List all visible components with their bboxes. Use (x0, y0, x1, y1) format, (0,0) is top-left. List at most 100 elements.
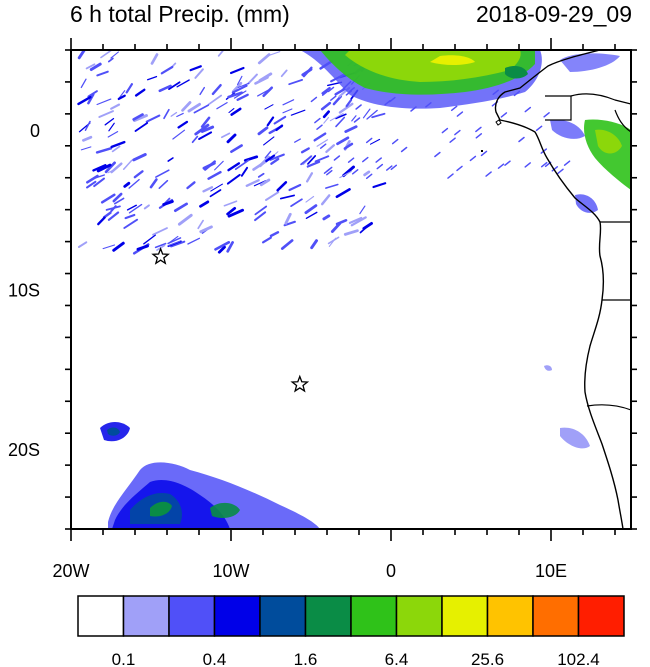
precip-streak (96, 98, 112, 106)
precip-streak (110, 103, 121, 110)
precip-streak (107, 131, 119, 138)
precip-streak (77, 241, 88, 248)
precip-streak (132, 153, 147, 162)
precip-streak (92, 164, 107, 172)
precip-streak (226, 241, 234, 253)
precip-streak (231, 84, 248, 94)
precip-streak (563, 160, 571, 166)
precip-streak (320, 101, 332, 111)
precip-streak (167, 237, 182, 245)
precip-streak (434, 151, 441, 158)
precip-streak (480, 150, 488, 157)
precip-itcz-north (300, 50, 631, 213)
precip-streak (247, 73, 258, 85)
precip-streak (216, 101, 228, 110)
precip-streak (262, 86, 274, 98)
precip-streak (217, 245, 226, 254)
precip-streak (145, 114, 161, 123)
x-axis-label: 10W (212, 561, 249, 581)
precip-streak (86, 180, 97, 189)
precip-streak (197, 219, 204, 230)
precip-streak (332, 95, 343, 106)
precip-streak (348, 216, 363, 224)
precip-streak (243, 155, 259, 162)
precip-streak (236, 93, 249, 101)
precip-streak (128, 203, 143, 214)
precip-streak (117, 94, 126, 101)
precip-streak (107, 57, 114, 63)
precip-streak (89, 62, 102, 71)
precip-streak (450, 105, 458, 112)
precip-streak (322, 110, 330, 119)
precip-streak (365, 137, 373, 144)
precip-streak (535, 125, 543, 132)
precip-streak (485, 171, 492, 177)
precip-streak (264, 104, 274, 110)
precip-streak (160, 65, 174, 75)
x-axis-label: 0 (386, 561, 396, 581)
precip-streak (254, 211, 267, 222)
precip-streak (229, 66, 245, 75)
colorbar-bin (395, 595, 443, 637)
precip-streak (456, 111, 464, 117)
precip-streak (449, 137, 456, 143)
precip-streak (284, 212, 292, 225)
precip-streak (200, 116, 211, 128)
precip-streak (112, 241, 125, 252)
colorbar-label: 0.4 (203, 650, 227, 667)
precip-streak (202, 161, 216, 170)
precip-streak (543, 112, 550, 118)
precip-streak (254, 205, 268, 216)
precip-streak (257, 53, 271, 65)
precip-streak (167, 157, 174, 162)
precip-streak (168, 81, 181, 90)
precip-streak (110, 162, 123, 174)
precip-streak (194, 68, 204, 79)
precip-streak (84, 120, 91, 131)
precip-streak (375, 157, 382, 163)
precip-streak (475, 133, 483, 139)
precip-streak (290, 198, 303, 208)
precip-streak (104, 117, 115, 126)
precip-streak (258, 72, 273, 82)
precip-streak (371, 112, 386, 119)
precip-streak (265, 154, 276, 163)
map-axis-labels: 20W 10W 0 10E 0 10S 20S (8, 121, 567, 581)
map-datetime: 2018-09-29_09 (475, 1, 632, 27)
precip-streak (200, 125, 215, 133)
precip-streak (273, 115, 287, 125)
precip-streak (162, 200, 174, 206)
precip-streak (264, 150, 272, 159)
precip-streak (223, 200, 238, 207)
precip-streak (353, 117, 361, 123)
precip-streak (96, 70, 109, 77)
colorbar-bin (168, 595, 216, 637)
precip-light-streaks (77, 50, 571, 255)
precip-streak (214, 241, 231, 251)
precip-streak (227, 162, 241, 172)
precip-streak (321, 90, 329, 96)
precip-streak (339, 170, 352, 179)
precip-streak (329, 112, 344, 122)
y-axis-label: 0 (30, 121, 40, 141)
colorbar-label: 1.6 (294, 650, 318, 667)
precip-streak (391, 138, 399, 145)
precip-streak (177, 213, 193, 226)
precip-streak (119, 90, 126, 98)
precip-streak (177, 120, 189, 129)
precip-streak (524, 106, 532, 113)
country-border-namibia (586, 404, 631, 411)
precip-streak (187, 102, 202, 113)
precip-streak (335, 188, 351, 198)
precip-streak (316, 124, 323, 130)
precip-streak (110, 51, 119, 59)
precip-streak (134, 122, 149, 132)
precip-streak (447, 173, 454, 179)
country-border-gabon (614, 109, 631, 133)
precip-cluster-southwest (100, 422, 320, 529)
precip-streak (110, 140, 126, 149)
country-border-car (570, 93, 631, 105)
precip-streak (314, 155, 330, 163)
precip-streak (172, 129, 186, 140)
precip-streak (327, 86, 335, 93)
